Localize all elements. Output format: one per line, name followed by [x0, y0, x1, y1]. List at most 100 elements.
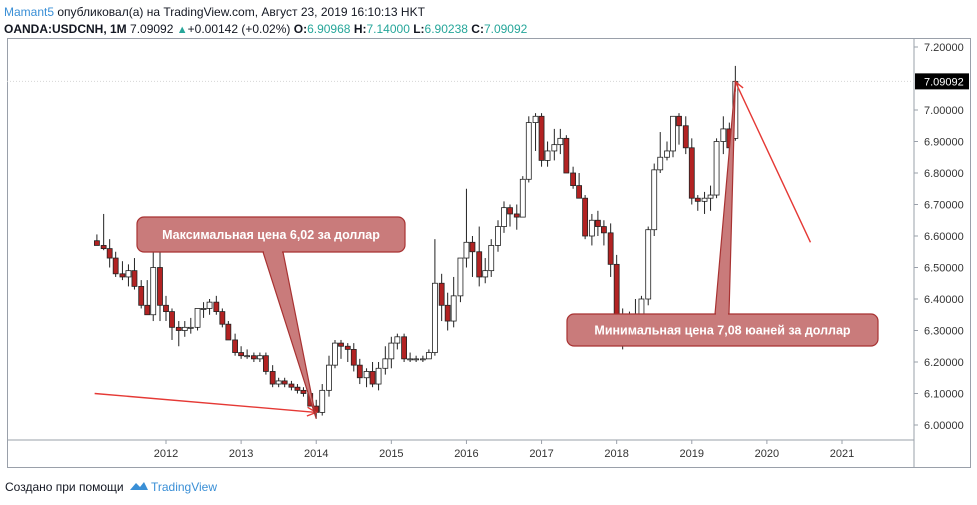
x-tick-label: 2016 — [454, 448, 478, 460]
candle-body — [275, 380, 282, 385]
candle-body — [576, 185, 583, 199]
trend-arrow-line — [94, 392, 317, 414]
candle-body — [582, 197, 589, 237]
candlestick-chart[interactable]: 6.00000 6.10000 6.20000 6.30000 6.40000 6.500… — [7, 38, 971, 468]
x-tick-label: 2019 — [680, 448, 704, 460]
candle-body — [551, 144, 558, 152]
low-value: 6.90238 — [424, 22, 468, 36]
candle-body — [519, 178, 526, 218]
price-change: +0.00142 (+0.02%) — [187, 22, 291, 36]
candle-body — [106, 248, 113, 259]
candle-body — [694, 197, 701, 202]
candle-body — [495, 226, 501, 246]
candle-body — [194, 308, 201, 328]
candle-body — [488, 245, 495, 272]
publish-line: Mamant5 опубликовал(а) на TradingView.co… — [4, 5, 425, 19]
x-tick-label: 2021 — [830, 448, 854, 460]
candle-body — [532, 115, 539, 124]
tradingview-brand-link[interactable]: TradingView — [150, 480, 218, 494]
x-tick-label: 2013 — [229, 448, 253, 460]
x-tick-label: 2012 — [154, 448, 178, 460]
candle-body — [651, 169, 658, 231]
callout-label: Максимальная цена 6,02 за доллар — [162, 228, 380, 242]
close-value: 7.09092 — [483, 22, 528, 36]
y-tick-label: 7.00000 — [924, 105, 964, 117]
last-price-label: 7.09092 — [924, 76, 964, 88]
y-tick-label: 6.70000 — [924, 200, 964, 212]
candle-body — [344, 345, 351, 350]
candle-body — [294, 386, 301, 391]
candle-body — [600, 226, 607, 234]
candle-body — [163, 304, 169, 312]
candle-body — [112, 257, 119, 275]
candle-body — [482, 270, 489, 278]
candle-body — [281, 380, 288, 385]
candle-body — [100, 245, 107, 249]
candle-body — [138, 285, 145, 306]
candle-body — [363, 371, 370, 379]
candle-body — [407, 358, 414, 361]
candle-body — [256, 355, 263, 360]
x-tick-label: 2014 — [304, 448, 328, 460]
candle-body — [670, 115, 676, 152]
candle-body — [713, 141, 720, 196]
candle-body — [187, 326, 194, 329]
candle-body — [676, 115, 682, 127]
published-text: опубликовал(а) на TradingView.com, Авгус… — [57, 5, 425, 19]
candle-body — [469, 241, 476, 253]
candle-body — [119, 273, 126, 278]
candle-body — [594, 219, 601, 227]
candle-body — [707, 194, 714, 199]
chart-area[interactable]: 6.00000 6.10000 6.20000 6.30000 6.40000 6.500… — [7, 38, 971, 468]
candle-body — [244, 355, 251, 358]
candle-body — [557, 137, 564, 146]
candle-body — [688, 147, 695, 199]
footer-text: Создано при помощи — [5, 480, 124, 494]
candle-body — [463, 241, 470, 259]
candle-body — [538, 115, 545, 161]
y-tick-label: 6.90000 — [924, 137, 964, 149]
author-link[interactable]: Mamant5 — [4, 5, 55, 19]
candle-body — [350, 348, 357, 366]
candle-body — [232, 339, 239, 353]
candle-body — [125, 270, 132, 278]
candle-body — [288, 383, 295, 388]
candle-body — [444, 304, 451, 322]
candle-body — [262, 355, 269, 372]
candle-body — [238, 352, 245, 357]
open-value: 6.90968 — [307, 22, 351, 36]
tradingview-logo-icon — [129, 480, 149, 495]
candle-body — [450, 295, 457, 322]
high-label: H: — [353, 22, 367, 36]
candle-body — [213, 301, 220, 312]
candle-body — [394, 336, 401, 344]
candle-body — [181, 326, 188, 331]
candle-body — [457, 257, 464, 297]
candle-body — [93, 240, 100, 246]
footer: Создано при помощи TradingView — [5, 480, 217, 495]
candle-body — [425, 352, 432, 360]
y-tick-label: 6.20000 — [924, 357, 964, 369]
candle-body — [131, 270, 138, 287]
x-tick-label: 2017 — [529, 448, 553, 460]
candle-body — [476, 251, 483, 278]
trend-arrow-head — [306, 406, 318, 417]
candle-body — [563, 137, 570, 174]
candle-body — [375, 367, 382, 385]
low-label: L: — [413, 22, 425, 36]
x-tick-label: 2020 — [755, 448, 779, 460]
candle-body — [570, 172, 577, 187]
y-tick-label: 6.10000 — [924, 389, 964, 401]
candle-body — [657, 156, 664, 171]
candle-body — [338, 342, 344, 347]
candle-body — [356, 364, 363, 379]
candle-body — [369, 371, 376, 385]
candle-body — [701, 197, 708, 202]
candle-body — [544, 150, 551, 161]
candle-body — [269, 371, 276, 385]
last-price: 7.09092 — [130, 22, 174, 36]
candle-body — [157, 267, 163, 306]
candle-body — [382, 358, 389, 369]
candle-body — [588, 219, 595, 237]
candle-body — [300, 389, 307, 394]
